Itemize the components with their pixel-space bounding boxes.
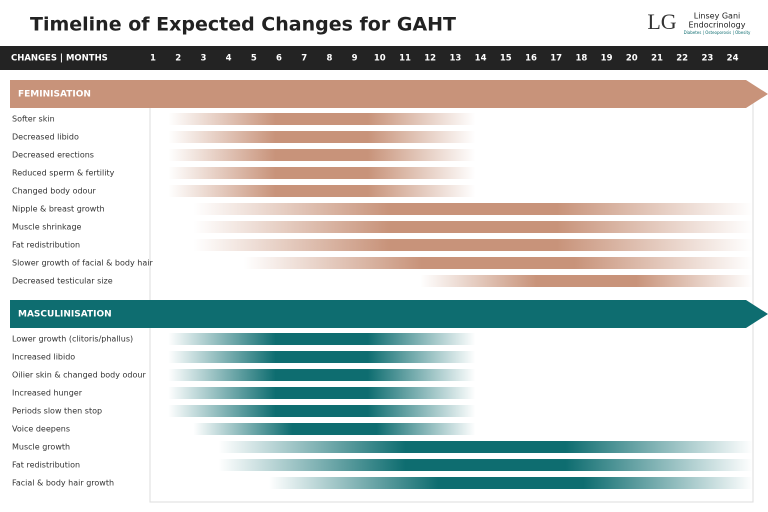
month-label: 3 [200,54,206,64]
item-label: Oilier skin & changed body odour [12,371,146,380]
month-label: 9 [352,54,358,64]
month-label: 22 [676,54,688,64]
month-label: 12 [424,54,436,64]
timeline-bar [269,477,753,489]
item-label: Nipple & breast growth [12,205,105,214]
item-label: Fat redistribution [12,241,80,250]
month-label: 10 [374,54,386,64]
timeline-bar [168,131,476,143]
section-title: MASCULINISATION [18,310,112,320]
item-label: Lower growth (clitoris/phallus) [12,335,133,344]
item-label: Changed body odour [12,187,97,196]
month-label: 5 [251,54,257,64]
item-label: Increased hunger [12,389,83,398]
timeline-bar [168,405,476,417]
timeline-bar [193,203,753,215]
logo-name: Linsey Gani [694,12,741,21]
timeline-bar [243,257,753,269]
month-label: 17 [550,54,562,64]
month-label: 21 [651,54,663,64]
timeline-bar [168,167,476,179]
timeline-bar [218,459,753,471]
timeline-bar [168,351,476,363]
month-label: 8 [326,54,332,64]
item-label: Reduced sperm & fertility [12,169,115,178]
item-label: Slower growth of facial & body hair [12,259,153,268]
month-label: 18 [575,54,587,64]
item-label: Muscle growth [12,443,70,452]
month-label: 2 [175,54,181,64]
month-label: 13 [449,54,461,64]
timeline-bar [168,185,476,197]
month-label: 15 [500,54,512,64]
title: Timeline of Expected Changes for GAHT [30,14,456,36]
logo-name: Endocrinology [689,21,746,30]
section-arrow [10,300,768,328]
item-label: Fat redistribution [12,461,80,470]
month-label: 23 [701,54,713,64]
item-label: Periods slow then stop [12,407,102,416]
month-label: 4 [226,54,232,64]
timeline-bar [168,113,476,125]
timeline-bar [168,149,476,161]
timeline-bar [193,423,476,435]
section-title: FEMINISATION [18,90,91,100]
month-label: 11 [399,54,411,64]
logo-monogram: LG [647,9,676,34]
item-label: Decreased libido [12,133,79,142]
item-label: Voice deepens [12,425,70,434]
month-label: 19 [601,54,613,64]
month-label: 16 [525,54,537,64]
timeline-bar [168,387,476,399]
timeline-bar [168,369,476,381]
header-bar [0,46,768,70]
item-label: Decreased testicular size [12,277,113,286]
timeline-bar [420,275,753,287]
month-label: 20 [626,54,638,64]
month-label: 6 [276,54,282,64]
item-label: Muscle shrinkage [12,223,82,232]
item-label: Softer skin [12,115,55,124]
item-label: Increased libido [12,353,75,362]
item-label: Decreased erections [12,151,94,160]
axis-label: CHANGES | MONTHS [11,54,108,64]
timeline-bar [193,221,753,233]
month-label: 7 [301,54,307,64]
timeline-bar [193,239,753,251]
item-label: Facial & body hair growth [12,479,114,488]
logo-tagline: Diabetes | Osteoporosis | Obesity [684,30,751,35]
section-arrow [10,80,768,108]
month-label: 1 [150,54,156,64]
month-label: 14 [475,54,487,64]
timeline-bar [168,333,476,345]
month-label: 24 [727,54,739,64]
timeline-bar [218,441,753,453]
